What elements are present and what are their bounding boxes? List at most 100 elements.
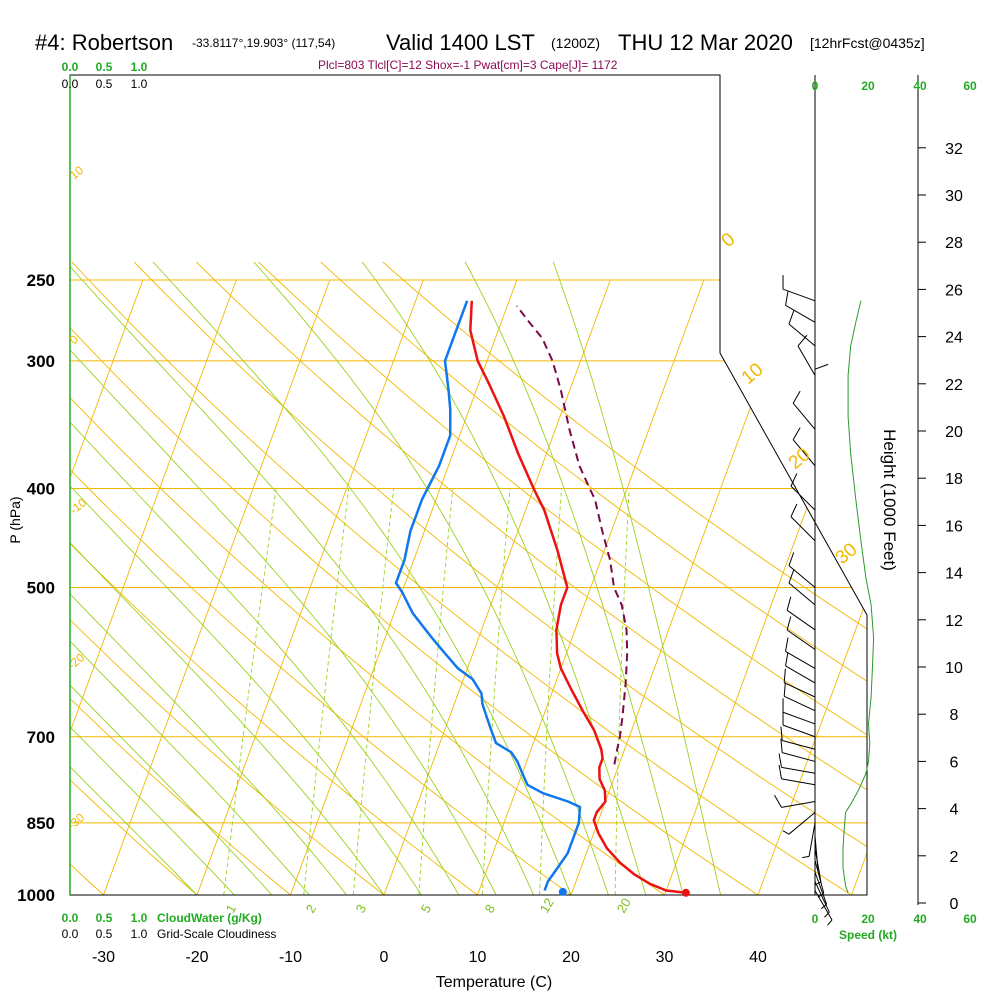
wind-barb [790,503,816,542]
moist-adiabat-line [70,261,535,895]
mixing-ratio-line [418,488,454,895]
dry-adiabat-line [320,261,867,895]
pressure-tick-label: 850 [27,814,55,833]
wind-barb-flag [790,503,798,517]
dry-adiabat-label: -20 [65,650,88,672]
dry-adiabat-label: 10 [738,359,768,389]
wind-barb-flag [820,903,827,910]
wind-barb-flag [778,753,783,768]
height-tick-label: 30 [945,188,963,205]
wind-barb-flag [778,764,783,779]
temperature-tick-label: -30 [92,949,115,966]
temperature-trace [469,300,687,895]
height-tick-label: 20 [945,424,963,441]
cloud-water-tick-label: 0.0 [62,911,79,925]
wind-barb-staff [790,485,816,511]
isotherm-line [196,279,424,895]
cloudiness-tick-label: 1.0 [131,77,148,91]
dry-adiabat-line [0,262,10,895]
wind-barb-staff [797,345,816,376]
wind-barb [790,473,816,511]
wind-barb [780,726,816,750]
cloud-water-tick-label: 0.0 [62,60,79,74]
wind-barb-flag [785,291,789,306]
wind-barb [782,275,816,302]
pressure-tick-label: 250 [27,271,55,290]
wind-barb-staff [814,860,825,894]
wind-speed-tick-label: 20 [861,79,875,93]
dry-adiabat-line [70,261,665,895]
wind-speed-profile [842,300,875,893]
wind-barb-flag [783,668,786,683]
moist-adiabat-line [70,261,422,895]
mixing-ratio-line [223,488,277,895]
wind-barb [785,652,816,684]
wind-barb-flag [782,830,790,835]
cloudiness-tick-label: 1.0 [131,927,148,941]
station-title: #4: Robertson [35,30,174,55]
wind-barb-flag [786,596,792,611]
temperature-tick-label: 20 [562,949,580,966]
temperature-tick-label: 0 [380,949,389,966]
wind-barb [802,822,816,859]
wind-barb-flag [786,616,792,631]
wind-barb-flag [827,919,833,926]
height-tick-label: 6 [950,754,959,771]
valid-time: Valid 1400 LST [386,30,535,55]
wind-barb-staff [788,565,816,588]
wind-barb-flag [802,855,810,859]
height-tick-label: 0 [950,896,959,913]
wind-speed-tick-label: 60 [963,912,977,926]
wind-barb [774,795,816,808]
wind-barb [788,552,816,588]
wind-barb-staff [792,439,816,467]
wind-barb [780,738,816,762]
wind-barb-staff [808,822,816,857]
station-coords: -33.8117°,19.903° (117,54) [192,36,336,50]
mixing-ratio-label: 20 [614,895,634,915]
wind-barb [814,881,830,918]
wind-barb [785,291,816,323]
height-axis-label: Height (1000 Feet) [880,429,899,571]
surface-dewpoint-point [558,887,567,896]
isotherm-line [103,279,331,895]
isotherm-line [757,279,867,895]
wind-barb-flag [814,881,822,886]
wind-barb-staff [788,811,816,835]
sounding-traces [394,300,690,897]
mixing-ratio-label: 3 [353,902,370,916]
moist-adiabat-line [361,261,647,895]
wind-barb [792,390,816,430]
cloudiness-tick-label: 0.0 [62,77,79,91]
wind-speed-tick-label: 40 [913,912,927,926]
isotherm-line [290,279,518,895]
wind-barb [814,872,828,910]
wind-barb [814,890,833,926]
wind-barb-flag [788,569,795,584]
wind-barb-flag [785,652,789,667]
wind-barb-staff [782,711,816,725]
chart-grid [0,261,867,895]
wind-barb-staff [786,629,816,650]
height-tick-label: 18 [945,471,963,488]
height-tick-label: 2 [950,849,959,866]
wind-barb-staff [814,872,828,905]
height-tick-label: 24 [945,330,963,347]
dry-adiabat-label: 0 [718,229,740,252]
wind-barb-flag [780,738,783,753]
dry-adiabat-line [70,261,759,895]
wind-barb [788,310,816,347]
wind-barb [797,334,816,376]
cloudiness-tick-label: 0.5 [96,77,113,91]
moist-adiabat-line [70,261,235,895]
dry-adiabat-label: 20 [785,444,815,474]
wind-barb-flag [797,334,808,347]
height-tick-label: 22 [945,377,963,394]
stability-indices: Plcl=803 Tlcl[C]=12 Shox=-1 Pwat[cm]=3 C… [318,58,618,72]
wind-barb [782,711,816,738]
wind-barb [778,764,816,786]
wind-barb-staff [781,801,816,808]
valid-date: THU 12 Mar 2020 [618,30,793,55]
moist-adiabat-line [70,261,198,895]
